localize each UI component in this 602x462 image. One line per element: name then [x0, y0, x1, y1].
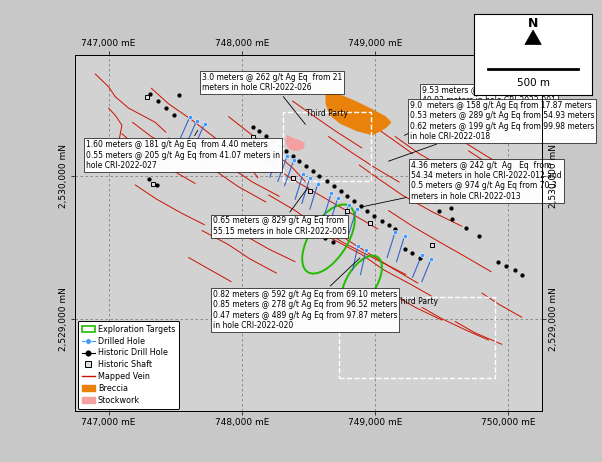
Text: 1.60 meters @ 181 g/t Ag Eq  from 4.40 meters
0.55 meters @ 205 g/t Ag Eq from 4: 1.60 meters @ 181 g/t Ag Eq from 4.40 me… [86, 130, 280, 170]
Text: 0.65 meters @ 829 g/t Ag Eq from
55.15 meters in hole CRI-2022-005: 0.65 meters @ 829 g/t Ag Eq from 55.15 m… [213, 187, 346, 236]
Text: N: N [528, 17, 538, 30]
Bar [339, 298, 495, 378]
Bar [283, 112, 371, 181]
Text: Third Party: Third Party [306, 109, 348, 118]
Polygon shape [326, 91, 391, 135]
Text: 500 m: 500 m [517, 78, 550, 88]
Legend: Exploration Targets, Drilled Hole, Historic Drill Hole, Historic Shaft, Mapped V: Exploration Targets, Drilled Hole, Histo… [78, 321, 179, 409]
Text: 9.0  meters @ 158 g/t Ag Eq from 17.87 meters
0.53 meters @ 289 g/t Ag Eq from 5: 9.0 meters @ 158 g/t Ag Eq from 17.87 me… [388, 101, 594, 161]
Text: 9.53 meters @ 174 g/t Ag Eq  from
40.03 meters in hole CRI-2022-001: 9.53 meters @ 174 g/t Ag Eq from 40.03 m… [405, 85, 556, 135]
Polygon shape [286, 135, 305, 151]
Text: 0.82 meters @ 592 g/t Ag Eq from 69.10 meters
0.85 meters @ 278 g/t Ag Eq from 9: 0.82 meters @ 592 g/t Ag Eq from 69.10 m… [213, 258, 397, 330]
Text: 4.36 meters @ 242 g/t  Ag   Eq  from
54.34 meters in hole CRI-2022-012 and
0.5 m: 4.36 meters @ 242 g/t Ag Eq from 54.34 m… [361, 161, 562, 207]
Text: 3.0 meters @ 262 g/t Ag Eq  from 21
meters in hole CRI-2022-026: 3.0 meters @ 262 g/t Ag Eq from 21 meter… [202, 73, 342, 124]
Polygon shape [525, 30, 541, 44]
Text: Third Party: Third Party [396, 297, 438, 306]
